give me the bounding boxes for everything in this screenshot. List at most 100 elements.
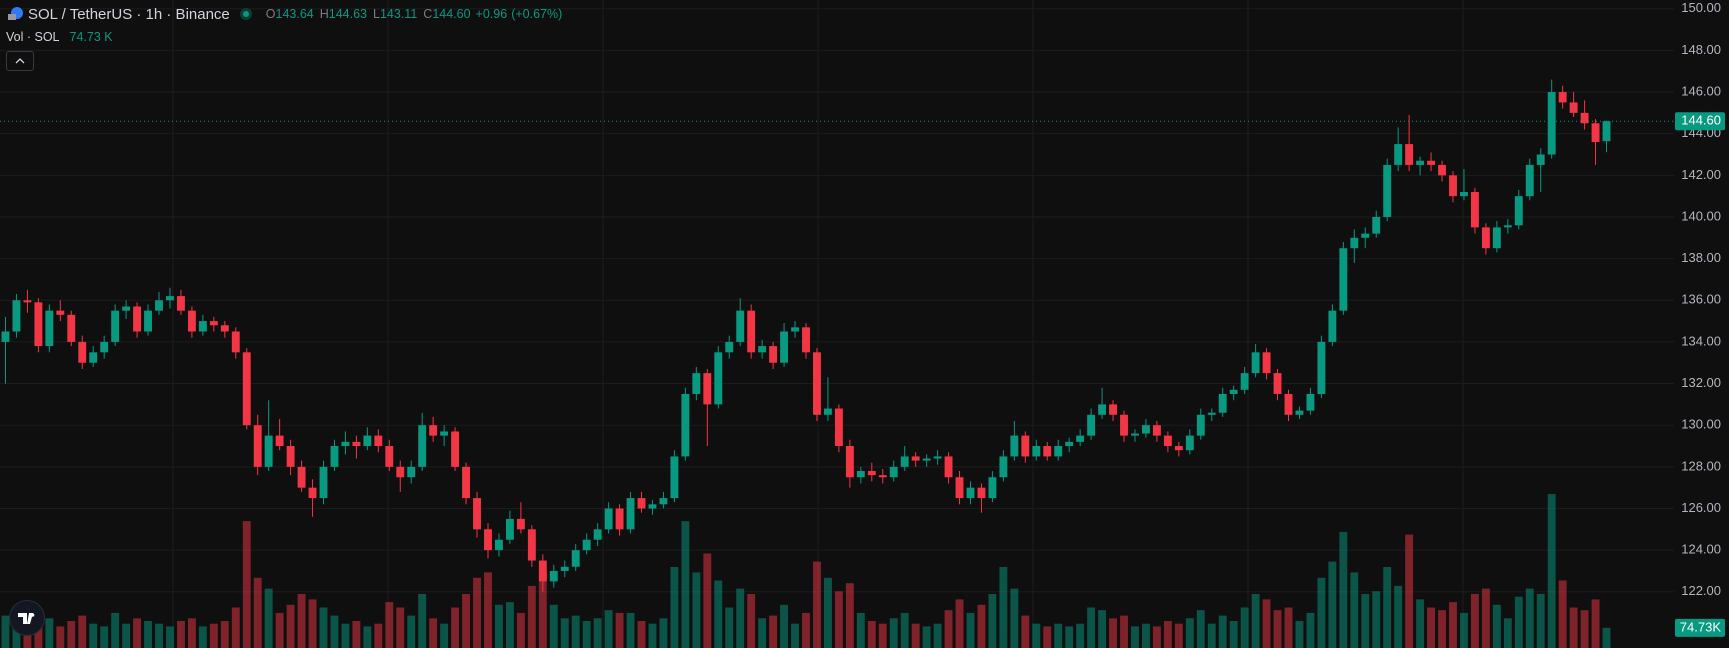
candle-body — [780, 331, 789, 363]
candle-body — [67, 314, 76, 342]
volume-bar — [648, 623, 657, 648]
volume-bar — [1131, 626, 1139, 648]
volume-bar — [100, 626, 109, 648]
symbol-title[interactable]: SOL / TetherUS · 1h · Binance — [28, 5, 230, 23]
volume-bar — [1174, 623, 1183, 648]
candle-body — [352, 441, 361, 447]
candle-body — [451, 431, 460, 467]
candle-body — [385, 446, 394, 467]
volume-bar — [1021, 615, 1030, 648]
y-tick-label: 150.00 — [1681, 0, 1721, 15]
candle-body — [341, 441, 350, 447]
y-tick-label: 130.00 — [1681, 417, 1721, 432]
candle-body — [220, 325, 229, 332]
volume-bar — [78, 615, 87, 648]
volume-bar — [1054, 623, 1063, 648]
chevron — [15, 58, 25, 64]
volume-bar — [1350, 572, 1359, 648]
candle-body — [462, 466, 471, 499]
volume-bar — [122, 623, 131, 648]
candle-body — [1109, 404, 1117, 415]
candle-body — [867, 471, 876, 476]
volume-bar — [330, 615, 339, 648]
candle-body — [242, 352, 251, 426]
volume-bar — [615, 612, 624, 648]
candle-body — [758, 346, 767, 353]
candle-body — [911, 456, 920, 461]
volume-bar — [538, 572, 547, 648]
volume-bar — [823, 577, 832, 648]
candle-body — [1449, 175, 1457, 197]
candle-body — [429, 425, 438, 436]
candle-body — [495, 539, 503, 551]
candle-body — [692, 373, 701, 394]
candle-body — [275, 435, 284, 447]
candle-body — [253, 425, 262, 467]
candle-body — [122, 306, 131, 311]
candle-body — [176, 296, 185, 311]
volume-bar — [1152, 626, 1161, 648]
y-tick-label: 148.00 — [1681, 42, 1721, 57]
volume-bar — [1405, 534, 1414, 648]
volume-bar — [484, 572, 492, 648]
candle-body — [889, 466, 898, 478]
volume-bar — [593, 618, 602, 648]
ohlc-value: 143.11 — [379, 7, 418, 21]
volume-bar — [275, 612, 284, 648]
volume-bar — [977, 604, 986, 648]
candle-body — [418, 425, 427, 467]
y-tick-label: 128.00 — [1681, 458, 1721, 473]
candle-body — [1043, 446, 1052, 457]
ohlc-label: O — [265, 7, 276, 21]
y-tick-label: 132.00 — [1681, 375, 1721, 390]
candle-body — [626, 498, 635, 530]
volume-bar — [440, 623, 449, 648]
volume-bar — [1185, 618, 1194, 648]
candle-body — [1602, 121, 1611, 142]
candle-body — [944, 456, 953, 478]
candle-body — [560, 566, 569, 571]
volume-bar — [1361, 594, 1370, 648]
volume-bar — [955, 599, 964, 648]
candle-body — [198, 321, 207, 332]
volume-bar — [889, 618, 898, 648]
volume-bar — [560, 618, 569, 648]
candle-body — [582, 539, 591, 551]
volume-bar — [1065, 626, 1074, 648]
volume-bar — [352, 621, 361, 648]
volume-bar — [911, 623, 920, 648]
candle-body — [1207, 412, 1216, 415]
volume-bar — [253, 577, 262, 648]
volume-legend: Vol · SOL 74.73 K — [6, 28, 113, 46]
volume-bar — [1580, 610, 1589, 648]
volume-bar — [67, 621, 76, 648]
last-volume-label: 74.73K — [1680, 619, 1722, 634]
candle-body — [166, 296, 174, 301]
candle-body — [1295, 410, 1304, 415]
status-dot — [239, 8, 252, 20]
candle-body — [1547, 92, 1556, 155]
ohlc-label: L — [373, 7, 380, 21]
candle-body — [977, 487, 986, 499]
candle-body — [111, 310, 120, 342]
volume-bar — [802, 612, 810, 648]
candle-body — [1569, 102, 1578, 113]
volume-bar — [133, 618, 142, 648]
volume-bar — [703, 553, 712, 648]
tv-logo[interactable] — [9, 600, 45, 636]
volume-bar — [604, 610, 613, 648]
candle-body — [363, 435, 372, 447]
candle-body — [681, 393, 690, 457]
collapse-button[interactable] — [6, 51, 34, 71]
volume-bar — [1207, 623, 1216, 648]
candle-body — [1383, 164, 1392, 217]
volume-bar — [966, 612, 975, 648]
volume-bar — [1394, 585, 1403, 648]
volume-bar — [89, 623, 98, 648]
candle-body — [878, 475, 887, 478]
candle-body — [1536, 154, 1545, 165]
y-tick-label: 138.00 — [1681, 250, 1721, 265]
y-tick-label: 136.00 — [1681, 292, 1721, 307]
candle-body — [1141, 425, 1150, 434]
candle-body — [23, 300, 32, 303]
